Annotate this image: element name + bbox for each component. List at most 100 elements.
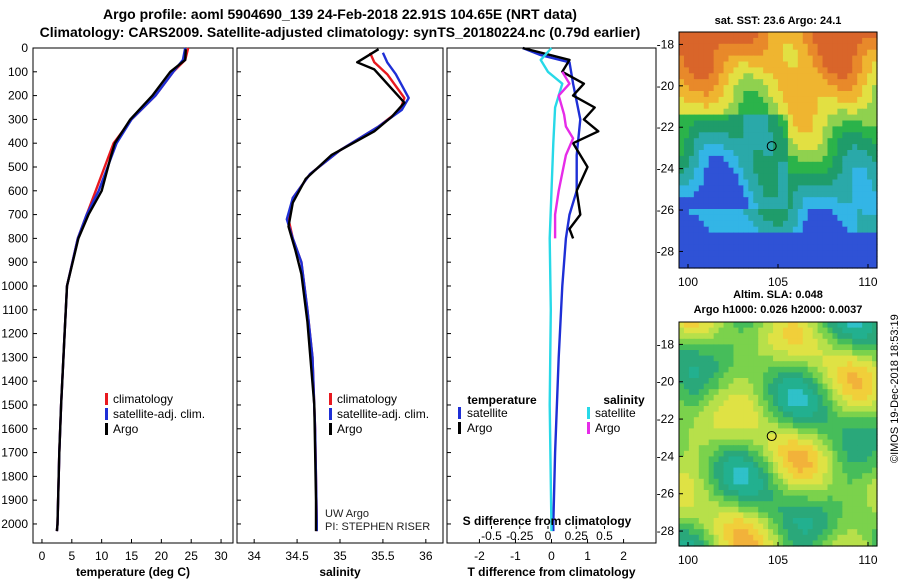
map-cell (817, 389, 824, 396)
map-cell (679, 138, 685, 145)
map-cell (857, 197, 863, 204)
map-cell (787, 327, 794, 334)
map-cell (708, 484, 715, 491)
map-cell (733, 366, 739, 373)
map-cell (862, 61, 868, 68)
map-cell (703, 43, 710, 51)
lat-tick-label: -24 (657, 449, 675, 463)
map-cell (857, 434, 863, 441)
map-cell (733, 250, 739, 257)
map-cell (758, 450, 764, 457)
map-cell (693, 67, 700, 74)
map-cell (862, 185, 868, 192)
map-cell (753, 191, 759, 198)
map-cell (688, 91, 695, 98)
map-cell (797, 256, 804, 263)
map-cell (723, 495, 730, 502)
map-cell (802, 73, 809, 80)
map-cell (738, 244, 744, 251)
map-cell (708, 372, 715, 379)
map-cell (698, 138, 705, 145)
legend-swatch (329, 393, 332, 405)
map-cell (862, 523, 868, 530)
y-tick-label: 1900 (1, 493, 28, 507)
map-cell (698, 411, 705, 418)
map-cell (703, 540, 710, 547)
map-cell (773, 244, 779, 251)
map-cell (778, 344, 784, 351)
map-cell (698, 473, 705, 480)
map-cell (822, 126, 829, 133)
map-cell (832, 155, 838, 163)
map-cell (753, 256, 759, 263)
map-cell (708, 91, 715, 98)
map-cell (718, 209, 725, 216)
map-cell (703, 102, 710, 110)
map-cell (763, 366, 769, 373)
map-cell (748, 389, 754, 396)
map-cell (698, 383, 705, 390)
map-cell (867, 73, 873, 80)
map-cell (832, 439, 838, 446)
map-cell (763, 495, 769, 502)
map-cell (867, 91, 873, 98)
map-cell (698, 61, 705, 68)
map-cell (723, 102, 730, 110)
series-line-argo (55, 49, 187, 532)
map-cell (698, 161, 705, 169)
map-cell (847, 108, 853, 116)
map-cell (778, 529, 784, 536)
map-cell (708, 96, 715, 104)
map-cell (728, 434, 735, 441)
map-cell (688, 495, 695, 502)
map-cell (679, 389, 685, 396)
map-cell (753, 344, 759, 351)
map-cell (872, 484, 878, 491)
map-cell (723, 428, 730, 435)
map-cell (748, 155, 754, 163)
map-cell (842, 450, 848, 457)
map-cell (862, 244, 868, 251)
map-cell (872, 55, 878, 63)
map-cell (837, 327, 843, 334)
map-cell (787, 226, 794, 234)
map-cell (832, 495, 838, 502)
map-cell (782, 462, 789, 469)
map-cell (773, 406, 779, 413)
map-cell (753, 450, 759, 457)
map-cell (753, 108, 759, 116)
map-cell (748, 167, 754, 175)
map-cell (778, 173, 784, 181)
map-cell (679, 456, 685, 463)
map-cell (807, 226, 814, 234)
y-tick-label: 1800 (1, 469, 28, 483)
map-cell (778, 366, 784, 373)
map-cell (763, 484, 769, 491)
map-cell (797, 67, 804, 74)
map-cell (733, 400, 739, 407)
map-cell (728, 138, 735, 145)
map-cell (857, 102, 863, 110)
map-cell (852, 333, 858, 340)
map-cell (763, 518, 769, 525)
map-cell (852, 262, 858, 269)
map-cell (837, 250, 843, 257)
map-cell (837, 422, 843, 429)
float-position-marker (766, 431, 777, 442)
map-cell (817, 456, 824, 463)
map-cell (748, 73, 754, 80)
map-cell (743, 185, 749, 192)
map-cell (768, 132, 774, 139)
map-cell (713, 185, 720, 192)
map-cell (713, 389, 720, 396)
map-cell (812, 132, 819, 139)
map-cell (693, 501, 700, 508)
map-cell (698, 150, 705, 157)
map-cell (842, 344, 848, 351)
map-cell (683, 333, 690, 340)
map-cell (857, 400, 863, 407)
map-cell (763, 456, 769, 463)
map-cell (797, 422, 804, 429)
map-cell (842, 79, 848, 86)
map-cell (698, 484, 705, 491)
